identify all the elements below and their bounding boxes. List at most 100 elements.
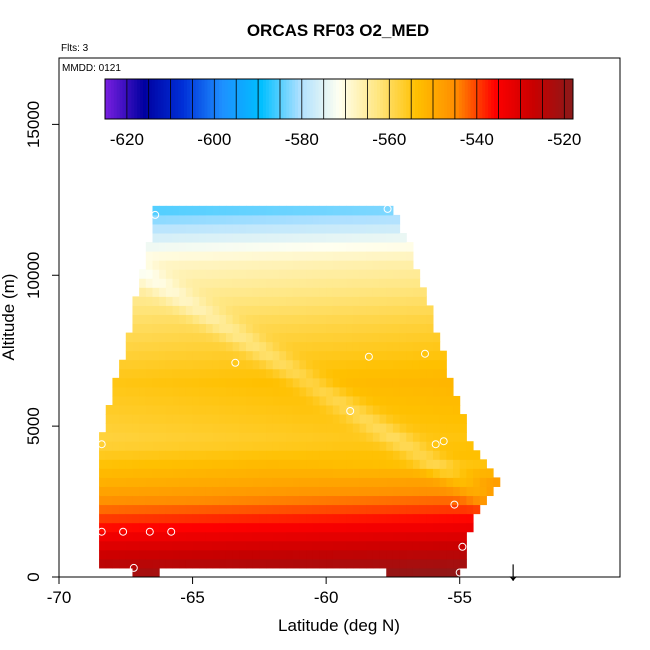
heatmap-cell [152,205,160,216]
heatmap-cell [105,513,113,524]
heatmap-cell [386,441,394,451]
heatmap-cell [406,350,414,361]
heatmap-cell [279,432,287,442]
heatmap-cell [205,233,214,243]
heatmap-cell [105,504,113,515]
heatmap-cell [459,450,467,460]
heatmap-cell [139,531,147,542]
heatmap-cell [99,459,107,469]
heatmap-cell [165,260,174,270]
heatmap-cell [493,477,501,487]
heatmap-cell [299,513,307,524]
heatmap-cell [145,359,153,370]
heatmap-cell [99,432,107,442]
heatmap-cell [152,558,160,569]
heatmap-cell [286,278,294,288]
heatmap-cell [159,296,167,306]
heatmap-cell [312,278,320,288]
heatmap-cell [145,549,153,560]
heatmap-cell [372,504,381,515]
heatmap-cell [439,423,447,433]
colorbar-swatch [286,79,290,119]
heatmap-cell [212,260,220,270]
heatmap-cell [232,513,240,524]
heatmap-cell [439,395,447,406]
heatmap-cell [352,296,361,306]
heatmap-cell [399,468,407,478]
heatmap-cell [219,233,227,243]
colorbar-swatch [529,79,533,119]
heatmap-cell [112,513,120,524]
heatmap-cell [246,558,254,569]
heatmap-cell [446,513,454,524]
heatmap-cell [459,558,467,569]
heatmap-cell [219,205,227,216]
heatmap-cell [372,450,381,460]
heatmap-cell [99,486,107,497]
heatmap-cell [433,350,441,361]
heatmap-cell [312,242,320,252]
heatmap-cell [239,423,247,433]
heatmap-cell [252,558,260,569]
heatmap-cell [299,341,307,352]
heatmap-cell [312,251,320,261]
heatmap-cell [246,495,254,506]
heatmap-cell [352,332,361,343]
heatmap-cell [299,323,307,334]
heatmap-cell [392,486,401,497]
heatmap-cell [172,477,180,487]
heatmap-cell [239,233,247,243]
heatmap-cell [326,214,334,225]
heatmap-cell [299,450,307,460]
heatmap-cell [379,495,387,506]
heatmap-cell [252,441,260,451]
heatmap-cell [179,486,187,497]
heatmap-cell [292,251,300,261]
heatmap-cell [419,332,427,343]
colorbar-swatch [368,79,372,119]
heatmap-cell [419,540,427,551]
colorbar-swatch [523,79,527,119]
heatmap-cell [232,332,240,343]
colorbar-swatch [219,79,223,119]
heatmap-cell [272,287,280,297]
heatmap-cell [379,214,387,225]
heatmap-cell [399,513,407,524]
heatmap-cell [239,441,247,451]
heatmap-cell [199,531,207,542]
heatmap-cell [286,395,294,406]
heatmap-cell [292,441,300,451]
colorbar-swatch [339,79,343,119]
heatmap-cell [179,405,187,415]
heatmap-cell [179,513,187,524]
heatmap-cell [459,414,467,424]
heatmap-cell [246,531,254,542]
heatmap-cell [205,223,214,234]
heatmap-cell [386,278,394,288]
heatmap-cell [332,531,340,542]
heatmap-cell [266,486,274,497]
heatmap-cell [172,205,180,216]
heatmap-cell [306,513,314,524]
heatmap-cell [306,477,314,487]
heatmap-cell [426,386,434,397]
heatmap-cell [426,314,434,325]
heatmap-cell [359,368,367,379]
heatmap-cell [212,269,220,279]
heatmap-cell [346,450,354,460]
colorbar-swatch [377,79,381,119]
heatmap-cell [459,477,467,487]
heatmap-cell [139,558,147,569]
heatmap-cell [232,341,240,352]
colorbar-swatch [476,79,480,119]
heatmap-cell [386,260,394,270]
heatmap-cell [399,423,407,433]
heatmap-cell [252,414,260,424]
heatmap-cell [332,450,340,460]
heatmap-cell [246,323,254,334]
heatmap-cell [239,450,247,460]
heatmap-cell [359,432,367,442]
heatmap-cell [159,405,167,415]
heatmap-cell [125,405,133,415]
heatmap-cell [286,432,294,442]
